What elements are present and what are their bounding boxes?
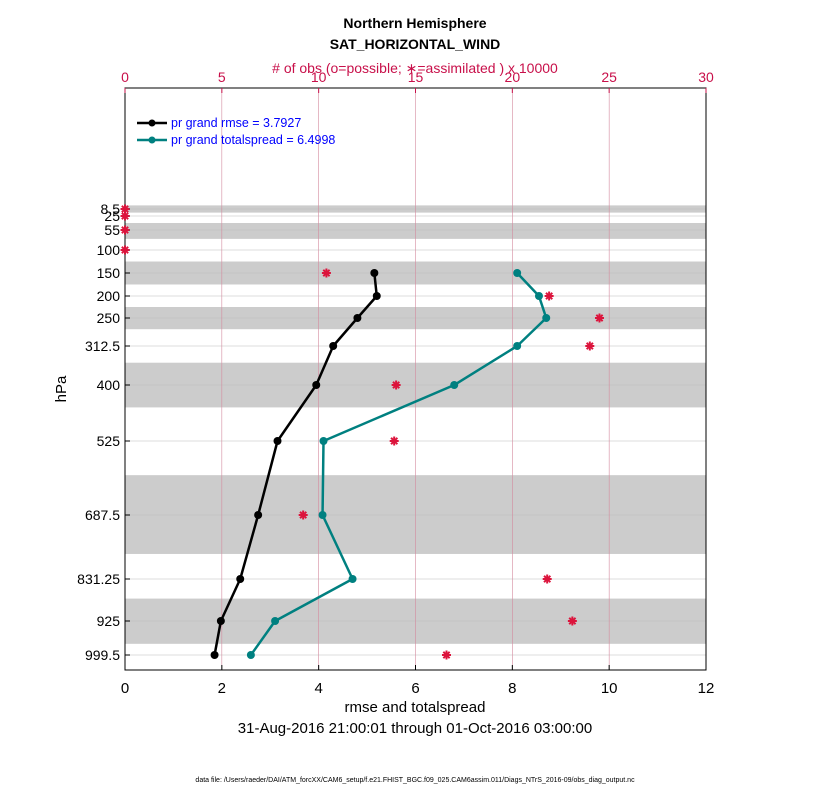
level-label: 8.5	[101, 201, 121, 217]
series-point-totalspread	[534, 292, 543, 300]
obs-assimilated-marker	[120, 211, 130, 221]
level-label: 312.5	[85, 338, 120, 354]
y-axis-label: hPa	[53, 375, 70, 402]
obs-marker-stroke	[595, 314, 604, 322]
bottom-tick-label: 10	[601, 680, 618, 697]
obs-assimilated-marker	[441, 650, 451, 660]
series-point-rmse	[236, 575, 245, 583]
top-axis: 0 5 10 15 20 25 30	[121, 69, 714, 93]
series-point-rmse	[254, 511, 263, 519]
bottom-tick-label: 6	[411, 680, 419, 697]
level-label: 999.5	[85, 647, 120, 663]
obs-marker-stroke	[543, 575, 552, 583]
obs-assimilated-marker	[594, 313, 604, 323]
obs-assimilated-marker	[391, 380, 401, 390]
obs-marker-stroke	[392, 381, 400, 389]
chart-title: Northern Hemisphere	[343, 15, 486, 31]
bottom-axis: 0 2 4 6 8 10 12	[121, 665, 715, 697]
obs-marker-stroke	[121, 246, 129, 254]
obs-assimilated-marker	[544, 291, 554, 301]
series-layer	[210, 269, 551, 659]
obs-assimilated-marker	[120, 245, 130, 255]
legend-spread-label: pr grand totalspread = 6.4998	[171, 133, 335, 147]
series-point-totalspread	[542, 314, 551, 322]
level-label: 25	[104, 208, 120, 224]
obs-assimilated-marker	[585, 341, 595, 351]
top-tick-label: 30	[698, 69, 714, 85]
level-label: 831.25	[77, 571, 120, 587]
series-point-rmse	[312, 381, 321, 389]
obs-marker-stroke	[322, 269, 331, 277]
series-point-rmse	[370, 269, 379, 277]
obs-assimilated-marker	[298, 510, 308, 520]
series-point-totalspread	[513, 269, 522, 277]
legend: pr grand rmse = 3.7927 pr grand totalspr…	[137, 116, 335, 147]
series-point-totalspread	[319, 437, 328, 445]
level-label: 525	[97, 433, 121, 449]
level-label: 55	[104, 222, 120, 238]
obs-marker-stroke	[568, 617, 577, 625]
level-label: 100	[97, 242, 121, 258]
obs-marker-stroke	[390, 437, 399, 445]
top-tick-label: 5	[218, 69, 226, 85]
top-tick-label: 25	[601, 69, 617, 85]
series-point-rmse	[273, 437, 282, 445]
level-label: 925	[97, 613, 121, 629]
level-label: 687.5	[85, 507, 120, 523]
legend-rmse-marker	[148, 119, 156, 127]
obs-assimilated-marker	[542, 574, 552, 584]
series-point-totalspread	[318, 511, 327, 519]
series-point-rmse	[210, 651, 219, 659]
legend-rmse-label: pr grand rmse = 3.7927	[171, 116, 301, 130]
series-point-rmse	[216, 617, 225, 625]
series-point-totalspread	[271, 617, 280, 625]
x-axis-label: rmse and totalspread	[345, 699, 486, 716]
bottom-tick-label: 0	[121, 680, 129, 697]
chart-subtitle: SAT_HORIZONTAL_WIND	[330, 36, 501, 52]
legend-spread-marker	[148, 136, 156, 144]
series-point-totalspread	[348, 575, 357, 583]
obs-marker-stroke	[442, 651, 451, 659]
series-point-totalspread	[450, 381, 459, 389]
obs-layer	[120, 204, 604, 660]
obs-marker-stroke	[585, 342, 594, 350]
footnote: data file: /Users/raeder/DAI/ATM_forcXX/…	[195, 777, 635, 784]
series-point-rmse	[353, 314, 362, 322]
obs-marker-stroke	[121, 226, 129, 234]
date-range: 31-Aug-2016 21:00:01 through 01-Oct-2016…	[238, 720, 592, 737]
series-line-rmse	[213, 272, 379, 656]
top-axis-label: # of obs (o=possible; ∗=assimilated ) x …	[272, 60, 558, 76]
series-point-totalspread	[246, 651, 255, 659]
level-label: 200	[97, 288, 121, 304]
top-tick-label: 15	[408, 69, 424, 85]
level-label: 250	[97, 310, 121, 326]
series-point-rmse	[372, 292, 381, 300]
obs-assimilated-marker	[389, 436, 399, 446]
top-tick-label: 10	[311, 69, 327, 85]
series-line-totalspread	[249, 272, 548, 656]
series-point-rmse	[329, 342, 338, 350]
obs-assimilated-marker	[120, 225, 130, 235]
top-tick-label: 20	[505, 69, 521, 85]
bottom-tick-label: 2	[218, 680, 226, 697]
obs-marker-stroke	[299, 511, 308, 519]
top-tick-label: 0	[121, 69, 129, 85]
obs-marker-stroke	[121, 212, 129, 220]
obs-marker-stroke	[121, 205, 129, 213]
level-label: 400	[97, 377, 121, 393]
bottom-tick-label: 12	[698, 680, 715, 697]
bottom-tick-label: 4	[314, 680, 322, 697]
obs-assimilated-marker	[567, 616, 577, 626]
obs-marker-stroke	[545, 292, 553, 300]
obs-assimilated-marker	[321, 268, 331, 278]
bottom-tick-label: 8	[508, 680, 516, 697]
series-point-totalspread	[513, 342, 522, 350]
level-label: 150	[97, 265, 121, 281]
